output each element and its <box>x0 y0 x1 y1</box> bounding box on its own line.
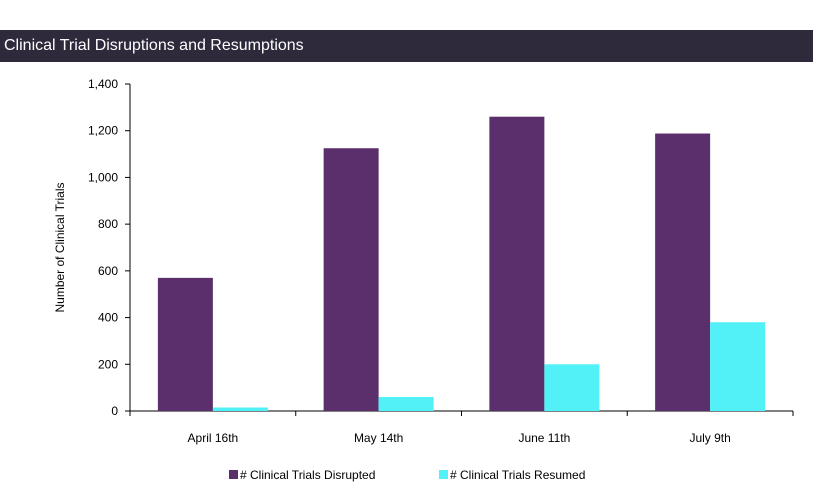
y-axis-title: Number of Clinical Trials <box>53 182 67 312</box>
y-tick-label: 1,200 <box>88 124 118 138</box>
y-tick-label: 600 <box>98 264 118 278</box>
legend-swatch <box>439 470 448 479</box>
bar-resumed <box>544 364 600 411</box>
legend-swatch <box>229 470 238 479</box>
x-tick-label: July 9th <box>689 431 730 445</box>
page-title: Clinical Trial Disruptions and Resumptio… <box>4 37 304 54</box>
legend: # Clinical Trials Disrupted # Clinical Tr… <box>229 468 585 482</box>
x-axis: April 16th May 14th June 11th July 9th <box>129 410 794 445</box>
y-tick-label: 400 <box>98 311 118 325</box>
y-axis: 0 200 400 600 800 1,000 1,200 1,400 <box>88 77 131 418</box>
legend-label: # Clinical Trials Disrupted <box>240 468 375 482</box>
y-tick-label: 800 <box>98 217 118 231</box>
bar-disrupted <box>489 116 545 411</box>
title-bar: Clinical Trial Disruptions and Resumptio… <box>0 30 813 62</box>
bar-disrupted <box>157 277 213 411</box>
y-tick-label: 1,400 <box>88 77 118 91</box>
clinical-trials-bar-chart: 0 200 400 600 800 1,000 1,200 1,400 April 16th M… <box>53 77 794 482</box>
bar-disrupted <box>655 133 711 411</box>
x-tick-label: May 14th <box>354 431 403 445</box>
y-tick-label: 0 <box>111 404 118 418</box>
bar-resumed <box>378 396 434 411</box>
x-tick-label: April 16th <box>188 431 239 445</box>
y-tick-label: 1,000 <box>88 170 118 184</box>
bar-disrupted <box>323 148 379 411</box>
y-tick-label: 200 <box>98 357 118 371</box>
legend-label: # Clinical Trials Resumed <box>450 468 585 482</box>
bars <box>157 116 766 411</box>
bar-resumed <box>710 322 766 411</box>
x-tick-label: June 11th <box>518 431 570 445</box>
bar-resumed <box>212 407 268 411</box>
